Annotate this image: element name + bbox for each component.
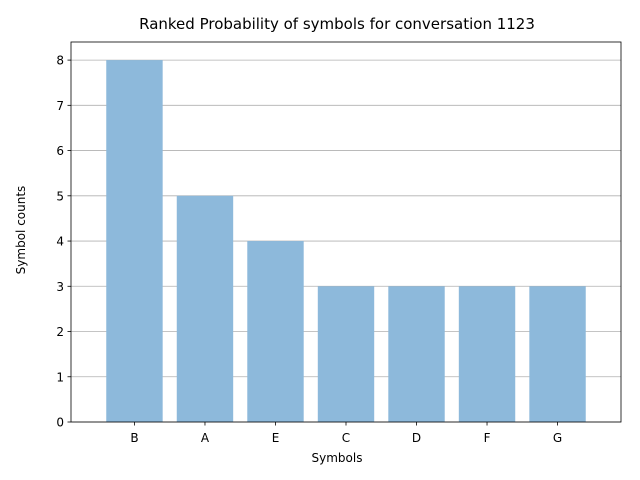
y-tick-label: 8: [56, 54, 64, 68]
x-tick-label: F: [484, 431, 491, 445]
y-ticks: 0 1 2 3 4 5 6 7 8: [56, 54, 71, 430]
y-tick-label: 0: [56, 416, 64, 430]
x-tick-label: G: [553, 431, 562, 445]
bar-B: [106, 60, 163, 422]
y-tick-label: 7: [56, 99, 64, 113]
y-tick-label: 4: [56, 235, 64, 249]
bar-F: [458, 286, 516, 422]
y-tick-label: 3: [56, 280, 64, 294]
y-tick-label: 2: [56, 325, 64, 339]
x-axis-label: Symbols: [312, 451, 363, 465]
bar-A: [176, 195, 234, 422]
y-tick-label: 6: [56, 144, 64, 158]
x-tick-label: E: [272, 431, 280, 445]
x-tick-label: C: [342, 431, 350, 445]
gridlines: [71, 59, 621, 423]
bar-G: [529, 286, 586, 422]
chart-title: Ranked Probability of symbols for conver…: [139, 15, 535, 33]
x-tick-label: D: [412, 431, 421, 445]
y-tick-label: 1: [56, 370, 64, 384]
bar-D: [388, 286, 445, 422]
x-tick-label: A: [201, 431, 210, 445]
bar-E: [247, 241, 304, 422]
x-tick-label: B: [130, 431, 138, 445]
y-axis-label: Symbol counts: [14, 186, 28, 275]
y-tick-label: 5: [56, 189, 64, 203]
bar-C: [317, 286, 375, 422]
bars: [106, 60, 586, 422]
